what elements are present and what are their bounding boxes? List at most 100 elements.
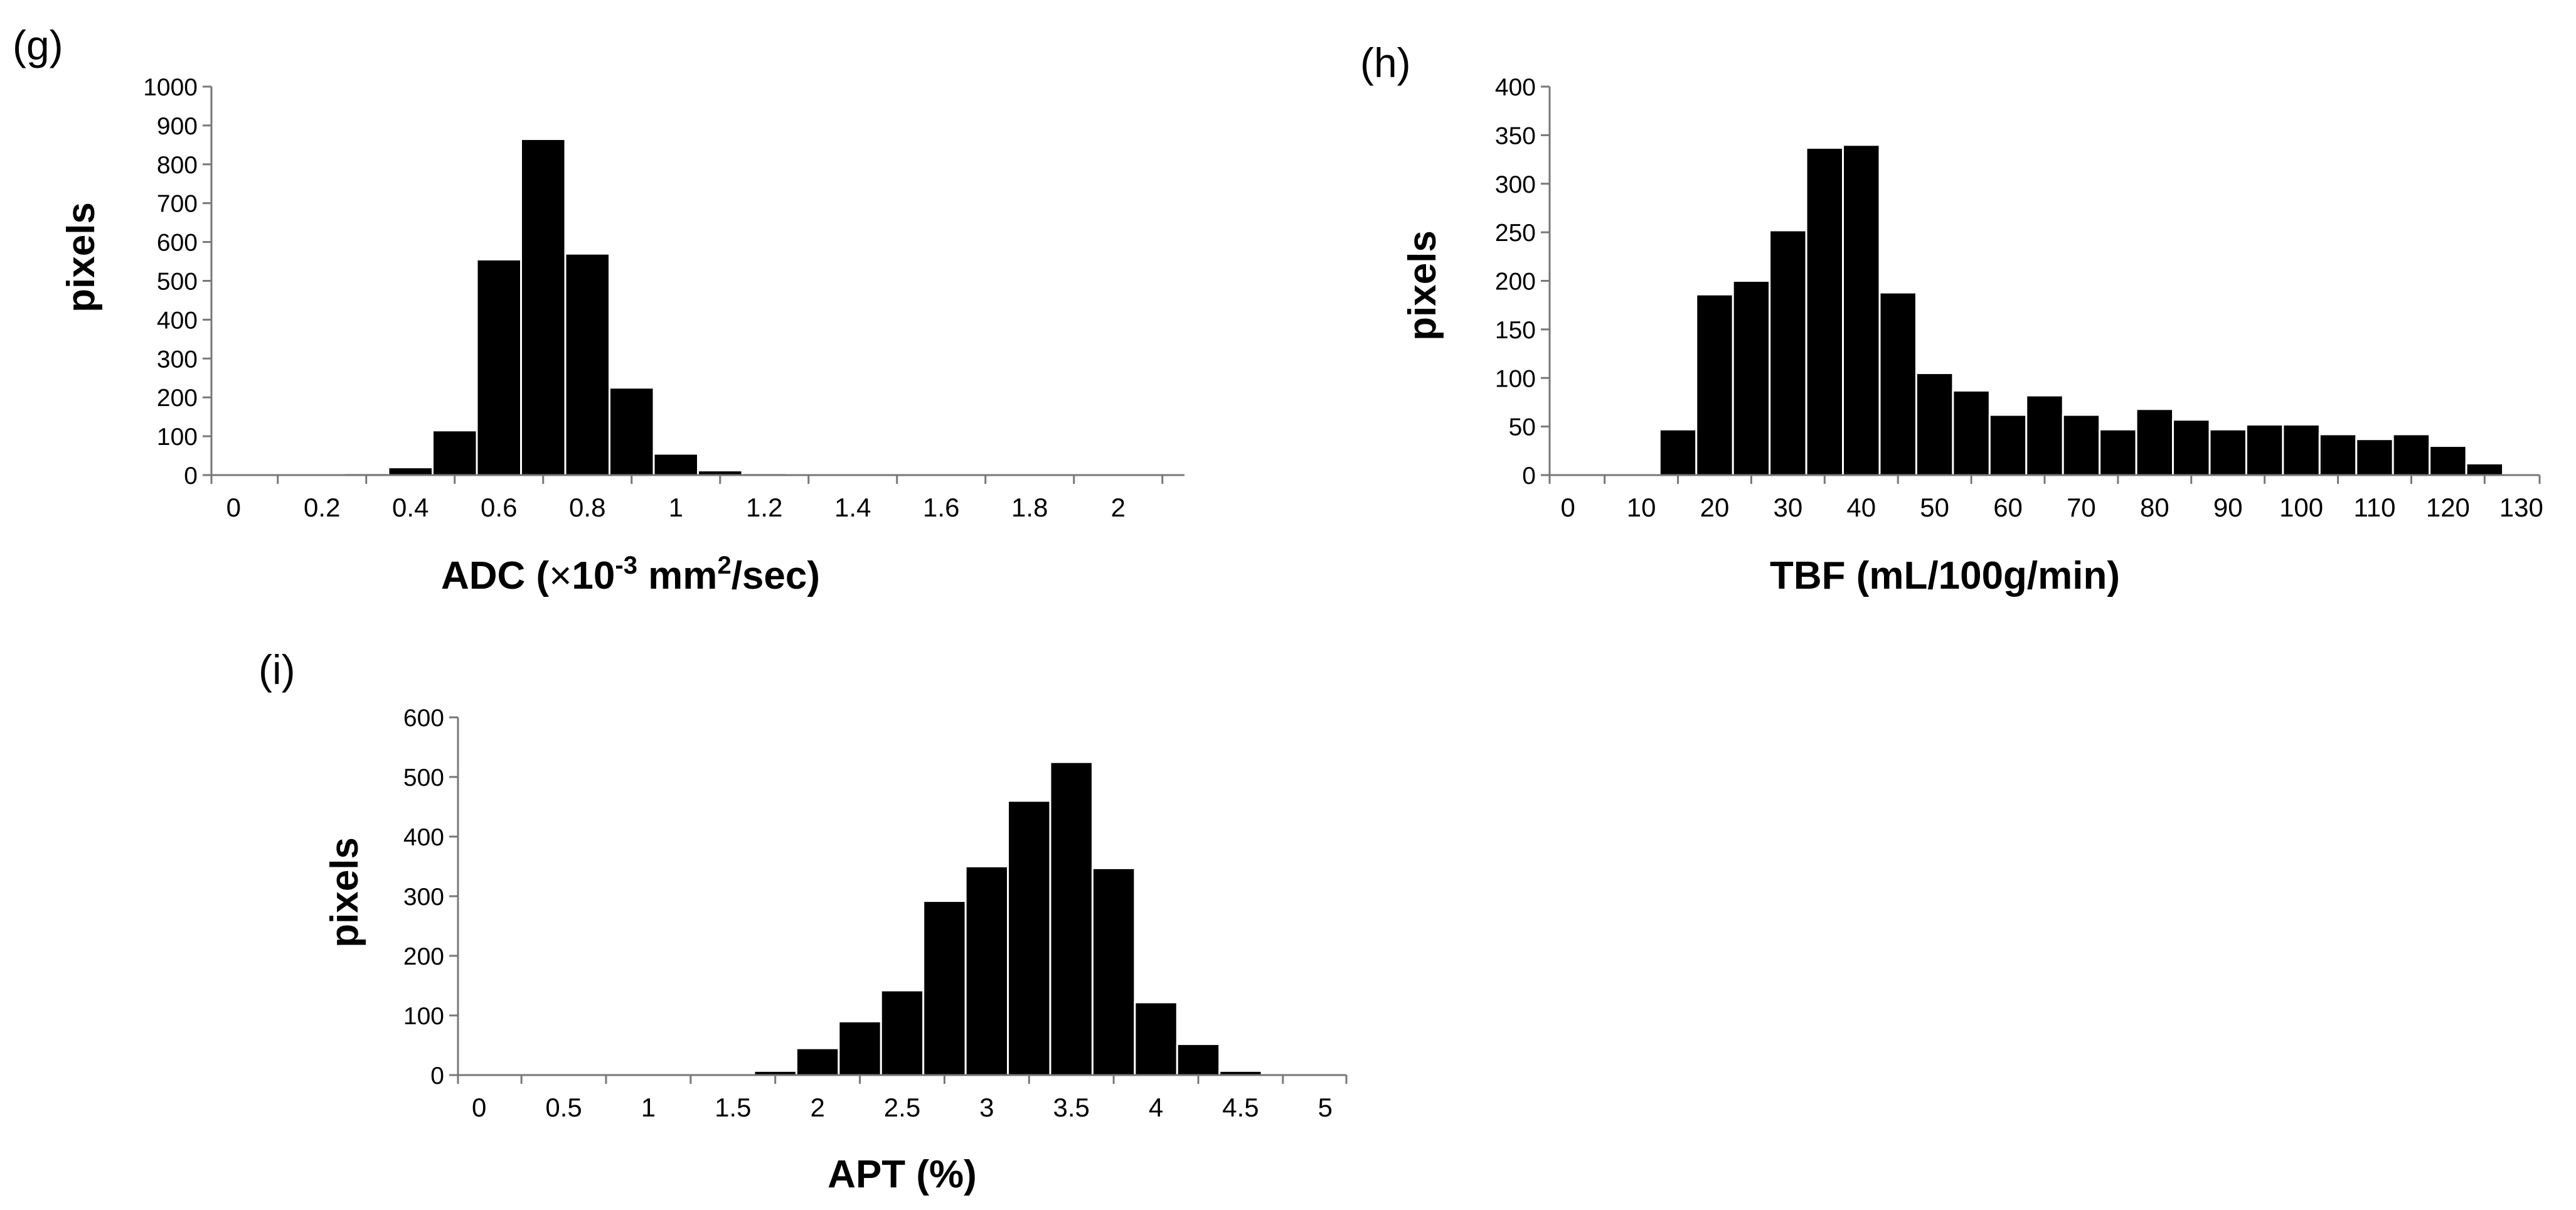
panel-label-h: (h) bbox=[1360, 40, 1411, 86]
x-tick-label-g: 2 bbox=[1111, 493, 1126, 522]
x-tick-label-i: 2 bbox=[810, 1093, 824, 1122]
y-tick-label-h: 400 bbox=[1495, 74, 1536, 101]
x-tick-label-h: 10 bbox=[1627, 493, 1656, 522]
x-tick-label-h: 100 bbox=[2279, 493, 2323, 522]
x-tick-label-i: 1 bbox=[641, 1093, 656, 1122]
y-tick-label-i: 200 bbox=[403, 943, 444, 970]
histogram-bar-g bbox=[387, 466, 434, 476]
x-axis-label-i: APT (%) bbox=[828, 1153, 977, 1196]
histogram-bar-h bbox=[2355, 438, 2394, 476]
x-tick-label-g: 1 bbox=[669, 493, 683, 522]
x-tick-label-h: 90 bbox=[2213, 493, 2243, 522]
histogram-bar-h bbox=[2282, 424, 2321, 476]
histogram-adc: (g) pixels ADC (×10-3 mm2/sec) 0 100 200 30… bbox=[13, 22, 1184, 597]
histogram-bar-g bbox=[432, 429, 478, 476]
y-tick-label-g: 500 bbox=[157, 269, 198, 296]
y-axis-label-h: pixels bbox=[1401, 230, 1444, 341]
x-tick-label-h: 40 bbox=[1846, 493, 1876, 522]
y-tick-label-g: 0 bbox=[184, 463, 198, 490]
histogram-bar-h bbox=[1658, 428, 1698, 476]
x-tick-label-i: 3.5 bbox=[1053, 1093, 1090, 1122]
histogram-apt: (i) pixels APT (%) 0 100 200 300 400 500 600 0 0… bbox=[258, 646, 1348, 1196]
x-tick-label-i: 4.5 bbox=[1222, 1093, 1259, 1122]
y-tick-label-g: 700 bbox=[157, 191, 198, 218]
x-tick-label-h: 130 bbox=[2499, 493, 2543, 522]
x-axis-label-h: TBF (mL/100g/min) bbox=[1770, 554, 2120, 597]
y-tick-label-g: 900 bbox=[157, 113, 198, 140]
histogram-bar-h bbox=[1988, 414, 2028, 476]
y-tick-label-h: 0 bbox=[1522, 463, 1536, 490]
y-tick-label-g: 300 bbox=[157, 346, 198, 373]
histogram-bar-h bbox=[2429, 445, 2467, 476]
histogram-bar-g bbox=[476, 258, 522, 476]
y-tick-label-g: 1000 bbox=[143, 74, 198, 101]
y-tick-label-h: 150 bbox=[1495, 317, 1536, 344]
histogram-bar-i bbox=[795, 1047, 840, 1076]
histogram-bar-h bbox=[2318, 433, 2358, 476]
x-tick-label-i: 2.5 bbox=[884, 1093, 920, 1122]
histogram-bar-i bbox=[922, 900, 967, 1076]
histogram-bar-i bbox=[1091, 867, 1136, 1076]
y-tick-label-h: 250 bbox=[1495, 220, 1536, 247]
x-tick-label-i: 0 bbox=[472, 1093, 486, 1122]
histogram-bar-h bbox=[1915, 372, 1954, 476]
x-axis-label-g: ADC (×10-3 mm2/sec) bbox=[441, 552, 820, 597]
x-tick-label-i: 3 bbox=[979, 1093, 994, 1122]
histogram-bar-h bbox=[1695, 293, 1734, 476]
y-tick-label-h: 50 bbox=[1509, 414, 1536, 441]
y-tick-label-h: 300 bbox=[1495, 171, 1536, 198]
histogram-bar-h bbox=[2245, 424, 2284, 476]
histogram-bar-g bbox=[520, 138, 567, 476]
y-tick-label-h: 350 bbox=[1495, 122, 1536, 149]
x-tick-label-g: 1.4 bbox=[834, 493, 871, 522]
histogram-bar-h bbox=[1878, 291, 1917, 476]
y-axis-label-g: pixels bbox=[60, 202, 103, 313]
x-tick-label-h: 80 bbox=[2140, 493, 2169, 522]
x-tick-label-i: 4 bbox=[1149, 1093, 1163, 1122]
histogram-bar-h bbox=[1842, 144, 1881, 476]
panel-label-g: (g) bbox=[13, 22, 63, 68]
histogram-bar-i bbox=[964, 865, 1009, 1076]
histogram-bar-i bbox=[838, 1020, 882, 1076]
histogram-bar-i bbox=[1049, 761, 1094, 1076]
histogram-bar-h bbox=[2392, 433, 2431, 476]
histogram-bar-h bbox=[1805, 146, 1844, 476]
histogram-bar-g bbox=[564, 252, 610, 476]
panel-label-i: (i) bbox=[258, 646, 295, 693]
y-tick-label-i: 600 bbox=[403, 705, 444, 732]
histogram-bar-h bbox=[1769, 229, 1807, 476]
x-tick-label-g: 0.2 bbox=[304, 493, 340, 522]
x-tick-label-g: 1.8 bbox=[1011, 493, 1048, 522]
histogram-bar-g bbox=[609, 387, 655, 476]
x-tick-label-h: 70 bbox=[2067, 493, 2096, 522]
x-tick-label-h: 0 bbox=[1561, 493, 1575, 522]
y-tick-label-h: 100 bbox=[1495, 365, 1536, 392]
x-tick-label-i: 1.5 bbox=[715, 1093, 751, 1122]
histogram-bar-h bbox=[2172, 419, 2211, 476]
histogram-bar-i bbox=[880, 989, 925, 1076]
x-tick-label-h: 30 bbox=[1774, 493, 1803, 522]
x-tick-label-i: 0.5 bbox=[545, 1093, 582, 1122]
histogram-bar-h bbox=[2135, 408, 2174, 476]
histogram-tbf: (h) pixels TBF (mL/100g/min) 05010015020… bbox=[1360, 40, 2543, 597]
x-tick-label-g: 1.6 bbox=[923, 493, 959, 522]
x-tick-label-g: 0 bbox=[226, 493, 241, 522]
x-tick-label-g: 0.4 bbox=[392, 493, 428, 522]
histogram-bar-h bbox=[2208, 428, 2247, 476]
y-tick-label-h: 200 bbox=[1495, 269, 1536, 296]
histogram-bar-h bbox=[2465, 462, 2504, 476]
x-tick-label-h: 110 bbox=[2354, 493, 2396, 522]
y-axis-label-i: pixels bbox=[323, 837, 366, 948]
histogram-bar-h bbox=[2062, 414, 2101, 476]
x-tick-label-g: 0.6 bbox=[481, 493, 517, 522]
histogram-bar-i bbox=[1134, 1001, 1178, 1076]
y-tick-label-i: 500 bbox=[403, 764, 444, 791]
y-tick-label-g: 200 bbox=[157, 385, 198, 412]
histogram-bar-h bbox=[1732, 280, 1771, 476]
x-tick-label-h: 20 bbox=[1700, 493, 1730, 522]
x-tick-label-h: 120 bbox=[2426, 493, 2470, 522]
histogram-bar-h bbox=[1952, 389, 1991, 476]
y-tick-label-g: 400 bbox=[157, 307, 198, 334]
x-tick-label-h: 50 bbox=[1920, 493, 1949, 522]
